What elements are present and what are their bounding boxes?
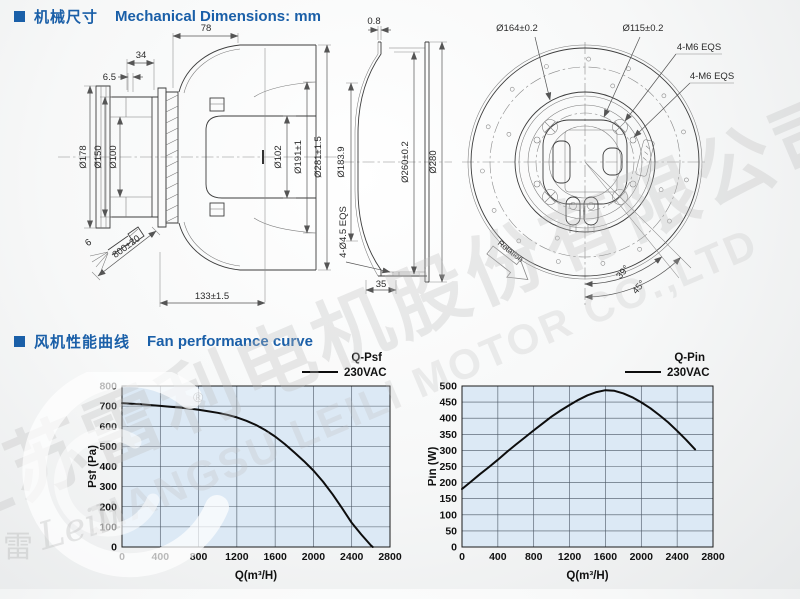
x-tick-label: 1200 [558,551,582,563]
y-axis-title: Psf (Pa) [88,445,99,488]
dim-impeller-width: 78 [201,23,212,34]
y-tick-label: 600 [99,421,117,433]
dim-ring-holes: 4-Ø4.5 EQS [338,206,349,258]
dim-flange-od: Ø178 [78,145,89,168]
x-tick-label: 800 [525,551,543,563]
dim-pilot: Ø100 [108,145,119,168]
legend-title: Q-Psf [351,352,382,364]
x-tick-label: 0 [459,551,465,563]
dim-gap: 6.5 [103,72,116,83]
dim-impeller-od: Ø281±1.5 [313,136,324,178]
side-view-drawing: 78 34 6.5 Ø178 Ø150 Ø100 Ø102 Ø191±1 Ø28… [58,23,338,307]
dim-back-width: 34 [136,50,147,61]
y-tick-label: 350 [439,429,457,441]
y-tick-label: 300 [99,481,117,493]
legend-label: 230VAC [667,367,710,379]
logo-char: 雷 [3,531,33,564]
dim-throat: Ø183.9 [336,146,347,177]
x-tick-label: 2800 [701,551,725,563]
x-tick-label: 2000 [630,551,654,563]
dim-angle-39: 39° [614,263,632,281]
y-tick-label: 300 [439,445,457,457]
x-axis-title: Q(m³/H) [235,570,277,582]
x-tick-label: 1600 [263,551,287,563]
curve [461,389,697,490]
section-title-en: Mechanical Dimensions: mm [115,8,321,25]
y-tick-label: 200 [99,501,117,513]
cable-glands [565,196,599,226]
y-tick-label: 400 [99,461,117,473]
y-tick-label: 250 [439,461,457,473]
x-tick-label: 2400 [665,551,689,563]
section-title-zh: 风机性能曲线 [34,334,131,351]
label-sticker [635,139,655,177]
rotation-arrow-icon: Rotation [486,239,529,281]
dim-angle-45: 45° [630,278,648,296]
x-tick-label: 2000 [302,551,326,563]
y-tick-label: 500 [439,381,457,393]
x-tick-label: 400 [489,551,507,563]
section-bullet-icon [14,11,25,22]
chart-svg: 0 400 800 1200 1600 2000 2400 2800 0 100 200 300 400… [87,352,402,582]
dim-bolt-circle: Ø150 [93,145,104,168]
x-tick-label: 2800 [378,551,402,563]
section-title-zh: 机械尺寸 [34,9,99,26]
legend-title: Q-Pin [674,352,705,364]
dim-lip-thickness: 0.8 [367,16,380,27]
chart-svg: 0 400 800 1200 1600 2000 2400 2800 0 50 100 150 200 2… [427,352,725,582]
y-axis-title: Pin (W) [428,447,439,487]
dim-flange-width: 35 [376,279,387,290]
dim-cable-dia: 6 [83,237,94,249]
section-header-performance: 风机性能曲线 Fan performance curve [14,331,313,352]
dim-depth: 133±1.5 [195,291,229,302]
dim-screws-inner: 4-M6 EQS [690,71,734,82]
x-tick-label: 1200 [225,551,249,563]
y-tick-label: 150 [439,493,457,505]
section-bullet-icon [14,336,25,347]
y-tick-label: 100 [99,521,117,533]
chart-q-pin: 0 400 800 1200 1600 2000 2400 2800 0 50 100 150 200 2… [427,346,745,586]
dim-ring-bolt-circle: Ø260±0.2 [400,141,411,183]
y-tick-label: 800 [99,381,117,393]
inlet-ring-drawing: 0.8 Ø183.9 4-Ø4.5 EQS Ø260±0.2 Ø280 35 [336,16,452,294]
x-tick-label: 800 [190,551,208,563]
dim-front-bolt-circle: Ø115±0.2 [623,23,664,34]
y-tick-label: 100 [439,509,457,521]
section-title-en: Fan performance curve [147,333,313,350]
y-tick-label: 0 [111,542,117,554]
y-tick-label: 0 [451,542,457,554]
dim-screws-outer: 4-M6 EQS [677,42,721,53]
chart-q-psf: 0 400 800 1200 1600 2000 2400 2800 0 100 200 300 400… [87,346,403,586]
x-tick-label: 400 [152,551,170,563]
legend-label: 230VAC [344,367,387,379]
section-header-mechanical: 机械尺寸 Mechanical Dimensions: mm [14,6,321,27]
x-axis-title: Q(m³/H) [566,570,608,582]
front-view-drawing: Ø164±0.2 Ø115±0.2 4-M6 EQS 4-M6 EQS 39° … [462,23,734,305]
mounting-screws [533,119,637,205]
dim-ring-od: Ø280 [428,150,439,173]
y-tick-label: 500 [99,441,117,453]
dim-ring-dia: Ø164±0.2 [496,23,538,34]
balance-holes [480,56,689,266]
x-tick-label: 0 [119,551,125,563]
dim-inlet-id: Ø191±1 [293,140,304,174]
y-tick-label: 700 [99,401,117,413]
y-tick-label: 450 [439,397,457,409]
mechanical-drawing: 78 34 6.5 Ø178 Ø150 Ø100 Ø102 Ø191±1 Ø28… [58,16,734,307]
x-tick-label: 1600 [594,551,618,563]
y-tick-label: 200 [439,477,457,489]
dim-motor-od: Ø102 [273,145,284,168]
y-tick-label: 400 [439,413,457,425]
x-tick-label: 2400 [340,551,364,563]
y-tick-label: 50 [445,525,457,537]
